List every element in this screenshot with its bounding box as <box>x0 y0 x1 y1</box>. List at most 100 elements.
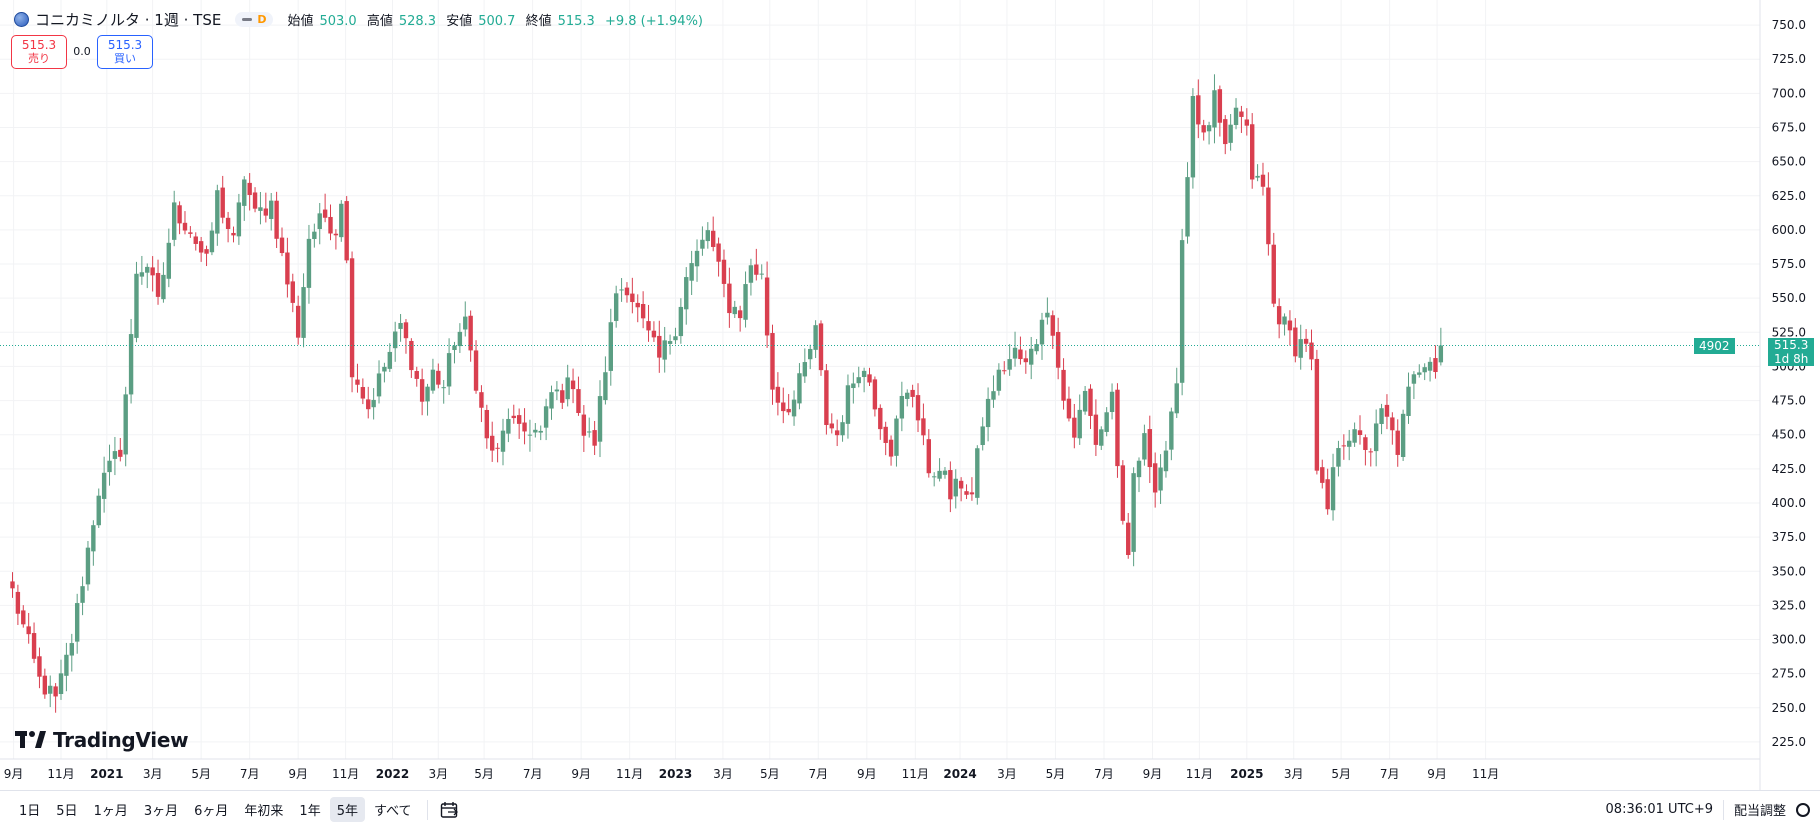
candle <box>662 326 667 373</box>
candle <box>1088 384 1093 430</box>
candle-body <box>355 379 360 385</box>
candle-body <box>1061 369 1066 401</box>
candle-body <box>1023 358 1029 363</box>
candle-body <box>1320 467 1325 483</box>
candle-body <box>883 426 888 443</box>
candle <box>215 184 220 246</box>
candle <box>781 387 786 424</box>
candle-body <box>360 387 366 399</box>
candle-body <box>1126 522 1131 556</box>
candle-body <box>646 321 651 331</box>
candle-body <box>705 230 711 242</box>
candle <box>1147 415 1152 484</box>
candle <box>1266 172 1271 256</box>
timeframe-1y[interactable]: 1年 <box>299 804 321 819</box>
candle-body <box>312 231 317 239</box>
candle <box>295 295 301 345</box>
candle <box>1109 383 1115 420</box>
timeframe-ytd[interactable]: 年初来 <box>244 804 284 819</box>
candle <box>1066 386 1072 422</box>
timeframe-5y[interactable]: 5年 <box>329 797 365 822</box>
time-tick-label: 3月 <box>1284 767 1304 781</box>
gear-icon[interactable] <box>1796 802 1810 817</box>
candle <box>263 192 269 223</box>
candle <box>1120 460 1126 525</box>
candle <box>101 456 107 513</box>
candle-body <box>344 201 349 261</box>
sell-button[interactable]: 515.3 売り <box>11 34 67 69</box>
candle <box>1179 228 1185 396</box>
candle <box>597 380 603 458</box>
time-tick-label: 3月 <box>997 767 1017 781</box>
candle <box>1347 429 1352 461</box>
last-price-value: 515.3 <box>1774 337 1809 352</box>
candle <box>252 187 258 213</box>
candle <box>1400 409 1406 461</box>
candle-body <box>635 302 640 308</box>
candle <box>1250 113 1255 189</box>
candle-body <box>1250 124 1255 180</box>
symbol-title[interactable]: コニカミノルタ · 1週 · TSE <box>35 10 222 29</box>
candle-body <box>96 495 101 526</box>
price-axis[interactable]: 225.0 250.0 275.0 300.0 325.0 350.0 375.0 400.0… <box>1772 18 1806 749</box>
candle <box>403 319 409 354</box>
candle-body <box>991 391 996 400</box>
candle <box>759 264 764 280</box>
candle-body <box>322 209 328 218</box>
candle-body <box>1190 96 1196 178</box>
time-tick-label: 7月 <box>808 767 828 781</box>
adjust-toggle[interactable]: 配当調整 <box>1733 804 1786 819</box>
price-tick-label: 725.0 <box>1772 52 1806 66</box>
candle-body <box>576 389 581 414</box>
timeframe-6m[interactable]: 6ヶ月 <box>194 804 229 819</box>
candle <box>1341 434 1347 460</box>
candle-body <box>1357 430 1363 436</box>
candle <box>193 232 198 251</box>
candle-body <box>446 353 452 387</box>
timeframe-1d[interactable]: 1日 <box>19 804 41 819</box>
candle-body <box>26 626 31 635</box>
candle <box>463 301 468 337</box>
candle <box>312 223 317 248</box>
candle <box>1072 403 1077 449</box>
time-tick-label: 2021 <box>90 767 123 781</box>
candle-body <box>274 200 279 239</box>
candle-body <box>797 373 802 404</box>
candle-body <box>188 232 193 234</box>
timeframe-1m[interactable]: 1ヶ月 <box>93 804 128 819</box>
candle-body <box>139 272 145 277</box>
time-tick-label: 5月 <box>474 767 494 781</box>
candle <box>1131 467 1136 567</box>
time-tick-label: 11月 <box>1472 767 1499 781</box>
candle <box>322 193 328 223</box>
timeframe-all[interactable]: すべて <box>373 804 412 819</box>
time-axis[interactable]: 9月 11月 2021 3月 5月 7月 9月 11月 2022 3月 5月 7月 9月 11月 2023 3… <box>4 767 1499 781</box>
candle-body <box>1050 315 1055 336</box>
timeframe-3m[interactable]: 3ヶ月 <box>143 804 179 819</box>
ohlc-open-label: 始値 <box>287 13 314 29</box>
buy-button[interactable]: 515.3 買い <box>97 34 153 69</box>
time-tick-label: 7月 <box>523 767 543 781</box>
candle <box>279 227 285 257</box>
tradingview-logo[interactable]: TradingView <box>15 728 189 752</box>
candle <box>1320 459 1325 489</box>
goto-date-icon[interactable] <box>440 801 460 819</box>
timeframe-5d[interactable]: 5日 <box>56 804 78 819</box>
sell-price: 515.3 <box>21 37 57 52</box>
clock[interactable]: 08:36:01 UTC+9 <box>1605 802 1713 817</box>
candle-body <box>630 293 635 303</box>
candle-body <box>279 237 285 254</box>
candle <box>10 572 15 598</box>
buy-label: 買い <box>114 51 136 65</box>
ohlc-low-label: 安値 <box>446 13 473 29</box>
candle <box>204 245 209 267</box>
candle-body <box>376 373 382 397</box>
candle-body <box>198 241 204 253</box>
candle <box>1406 372 1411 424</box>
interval-badge[interactable]: D <box>235 11 274 27</box>
candle <box>673 327 678 345</box>
time-tick-label: 9月 <box>571 767 591 781</box>
candle <box>840 415 845 442</box>
candle-body <box>236 202 242 237</box>
